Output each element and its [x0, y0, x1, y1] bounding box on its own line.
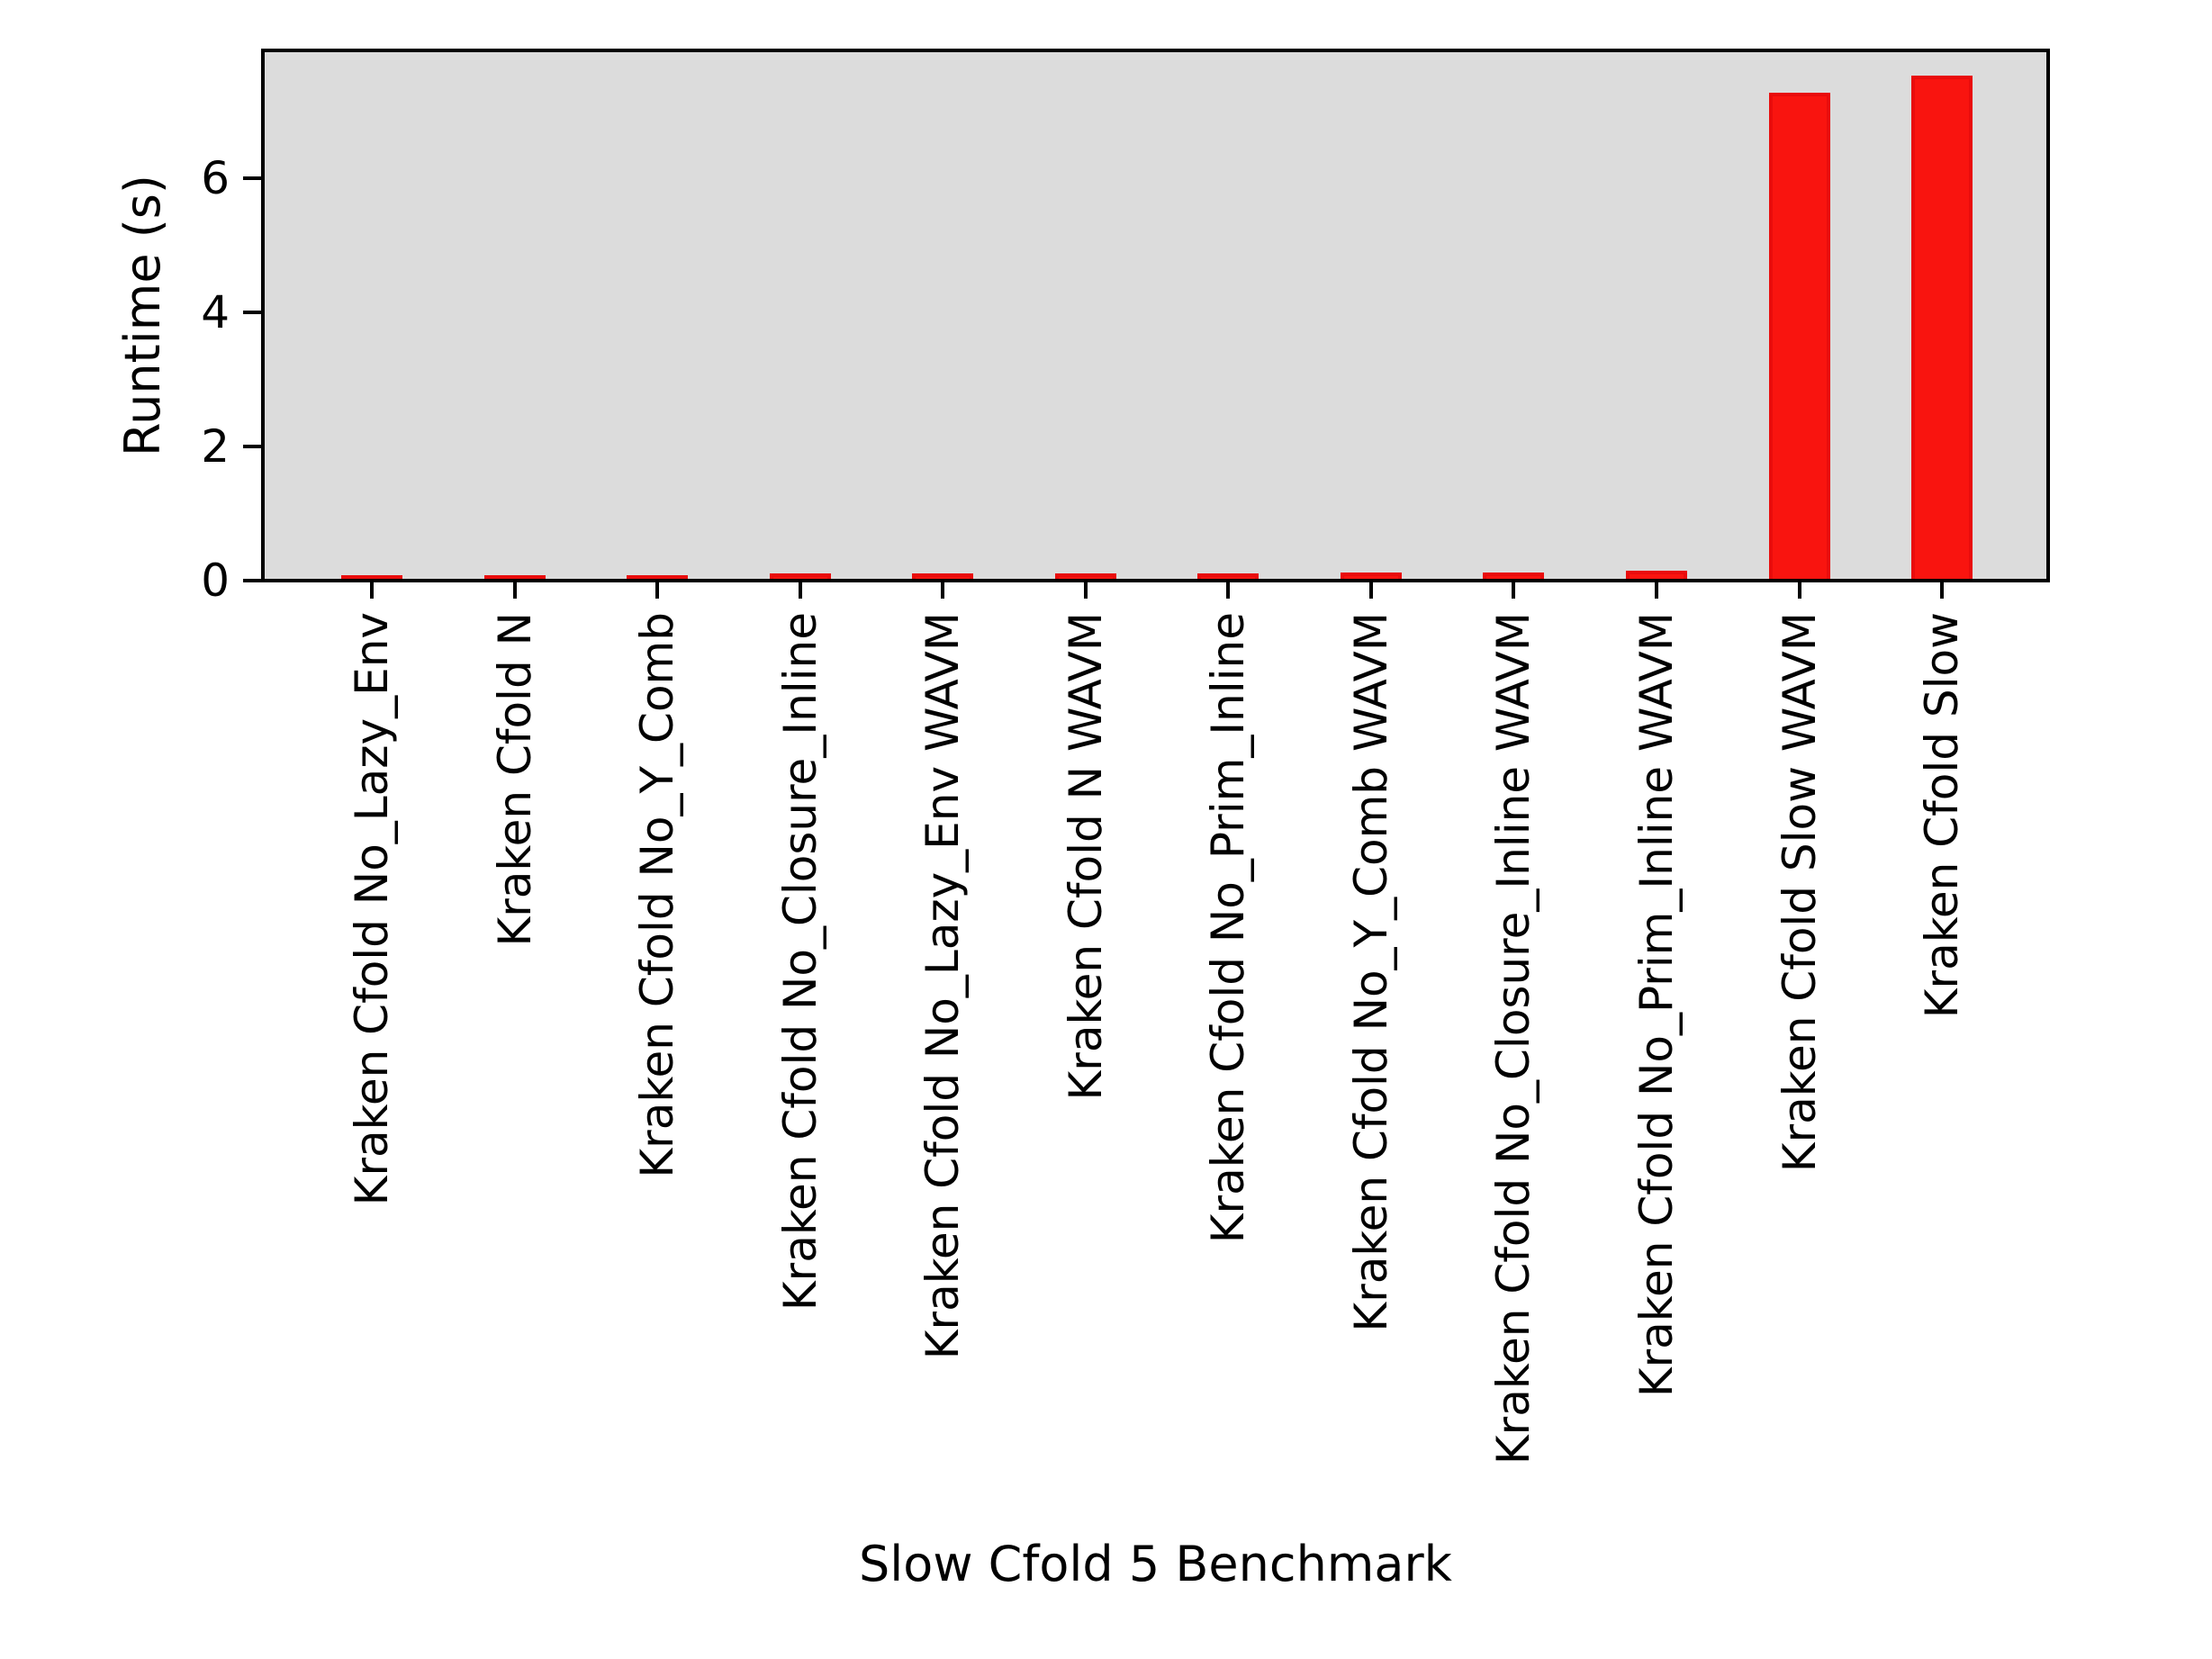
y-tick-label-0: 0: [201, 555, 230, 607]
bar-12: [1911, 76, 1973, 579]
bar-6: [1054, 573, 1116, 579]
x-tick-mark-1: [370, 582, 374, 599]
x-tick-mark-3: [655, 582, 660, 599]
x-tick-label-12: Kraken Cfold Slow: [1916, 612, 1969, 1019]
y-tick-label-2: 2: [201, 419, 230, 473]
x-tick-mark-9: [1512, 582, 1516, 599]
bar-2: [483, 575, 546, 579]
x-tick-label-7: Kraken Cfold No_Prim_Inline: [1202, 612, 1255, 1244]
y-tick-mark-4: [243, 310, 261, 314]
x-tick-mark-12: [1940, 582, 1945, 599]
bar-4: [769, 573, 831, 579]
bar-3: [627, 575, 689, 579]
x-tick-mark-7: [1226, 582, 1231, 599]
y-tick-mark-6: [243, 176, 261, 180]
x-tick-label-11: Kraken Cfold Slow WAVM: [1773, 612, 1826, 1173]
x-tick-label-1: Kraken Cfold No_Lazy_Env: [346, 612, 398, 1206]
bar-8: [1340, 573, 1402, 579]
y-tick-label-4: 4: [201, 285, 230, 338]
x-tick-label-2: Kraken Cfold N: [488, 612, 541, 947]
x-tick-mark-2: [512, 582, 517, 599]
x-tick-label-9: Kraken Cfold No_Closure_Inline WAVM: [1487, 612, 1540, 1465]
plot-area: [261, 49, 2050, 582]
x-tick-mark-8: [1368, 582, 1373, 599]
x-tick-label-4: Kraken Cfold No_Closure_Inline: [773, 612, 826, 1312]
x-tick-mark-5: [941, 582, 945, 599]
y-tick-label-6: 6: [201, 151, 230, 204]
x-tick-label-3: Kraken Cfold No_Y_Comb: [631, 612, 684, 1178]
y-tick-mark-2: [243, 444, 261, 448]
x-tick-mark-6: [1083, 582, 1088, 599]
x-tick-label-6: Kraken Cfold N WAVM: [1059, 612, 1112, 1101]
x-tick-label-10: Kraken Cfold No_Prim_Inline WAVM: [1630, 612, 1683, 1398]
bar-5: [912, 573, 974, 579]
bar-1: [341, 575, 402, 579]
plot-inner: [265, 52, 2046, 579]
bar-10: [1625, 571, 1687, 579]
bar-11: [1768, 93, 1830, 579]
x-tick-mark-10: [1654, 582, 1658, 599]
x-axis-label: Slow Cfold 5 Benchmark: [859, 1536, 1452, 1592]
y-tick-mark-0: [243, 579, 261, 582]
x-tick-label-5: Kraken Cfold No_Lazy_Env WAVM: [916, 612, 970, 1360]
x-tick-mark-11: [1797, 582, 1801, 599]
bar-9: [1483, 573, 1545, 579]
x-tick-label-8: Kraken Cfold No_Y_Comb WAVM: [1344, 612, 1397, 1332]
bar-7: [1197, 573, 1259, 579]
x-tick-mark-4: [798, 582, 802, 599]
